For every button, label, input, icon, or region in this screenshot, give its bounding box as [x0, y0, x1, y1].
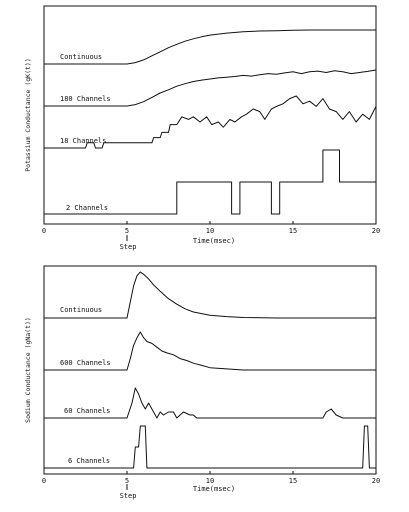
- potassium-x-axis-label: Time(msec): [193, 237, 235, 245]
- potassium-series-continuous: [44, 29, 376, 65]
- potassium-y-axis-label: Potassium Conductance (gK(t)): [24, 58, 32, 172]
- sodium-series-6-channels: [44, 425, 376, 469]
- sodium-series-continuous: [44, 271, 376, 319]
- potassium-step-label: Step: [120, 243, 137, 251]
- sodium-series-label-continuous: Continuous: [60, 306, 102, 314]
- potassium-x-tick-label-15: 15: [289, 227, 297, 235]
- sodium-series-label-60-channels: 60 Channels: [64, 407, 110, 415]
- sodium-x-tick-label-0: 0: [42, 477, 46, 485]
- sodium-y-axis-label: Sodium Conductance (gNa(t)): [24, 317, 32, 423]
- sodium-step-marker: Step: [120, 484, 137, 500]
- potassium-plot-frame: [43, 5, 377, 225]
- sodium-x-tick-label-5: 5: [125, 477, 129, 485]
- sodium-series-label-600-channels: 600 Channels: [60, 359, 111, 367]
- potassium-x-tick-label-10: 10: [206, 227, 214, 235]
- potassium-series-18-channels: [44, 95, 377, 149]
- potassium-x-tick-label-20: 20: [372, 227, 380, 235]
- potassium-series-180-channels: [44, 69, 377, 107]
- sodium-series-600-channels: [44, 331, 376, 371]
- potassium-series-2-channels: [44, 149, 376, 215]
- sodium-x-tick-label-10: 10: [206, 477, 214, 485]
- potassium-series-label-180-channels: 180 Channels: [60, 95, 111, 103]
- potassium-step-marker: Step: [120, 235, 137, 251]
- potassium-series-label-continuous: Continuous: [60, 53, 102, 61]
- sodium-series-label-6-channels: 6 Channels: [68, 457, 110, 465]
- potassium-series-label-18-channels: 18 Channels: [60, 137, 106, 145]
- sodium-series-60-channels: [44, 387, 376, 419]
- sodium-x-axis-label: Time(msec): [193, 485, 235, 493]
- potassium-x-tick-label-0: 0: [42, 227, 46, 235]
- sodium-chart: Sodium Conductance (gNa(t)) Time(msec) S…: [24, 265, 380, 500]
- potassium-chart: Potassium Conductance (gK(t)) Time(msec)…: [24, 5, 380, 251]
- sodium-x-tick-label-20: 20: [372, 477, 380, 485]
- sodium-step-label: Step: [120, 492, 137, 500]
- potassium-x-tick-label-5: 5: [125, 227, 129, 235]
- sodium-x-tick-label-15: 15: [289, 477, 297, 485]
- potassium-series-label-2-channels: 2 Channels: [66, 204, 108, 212]
